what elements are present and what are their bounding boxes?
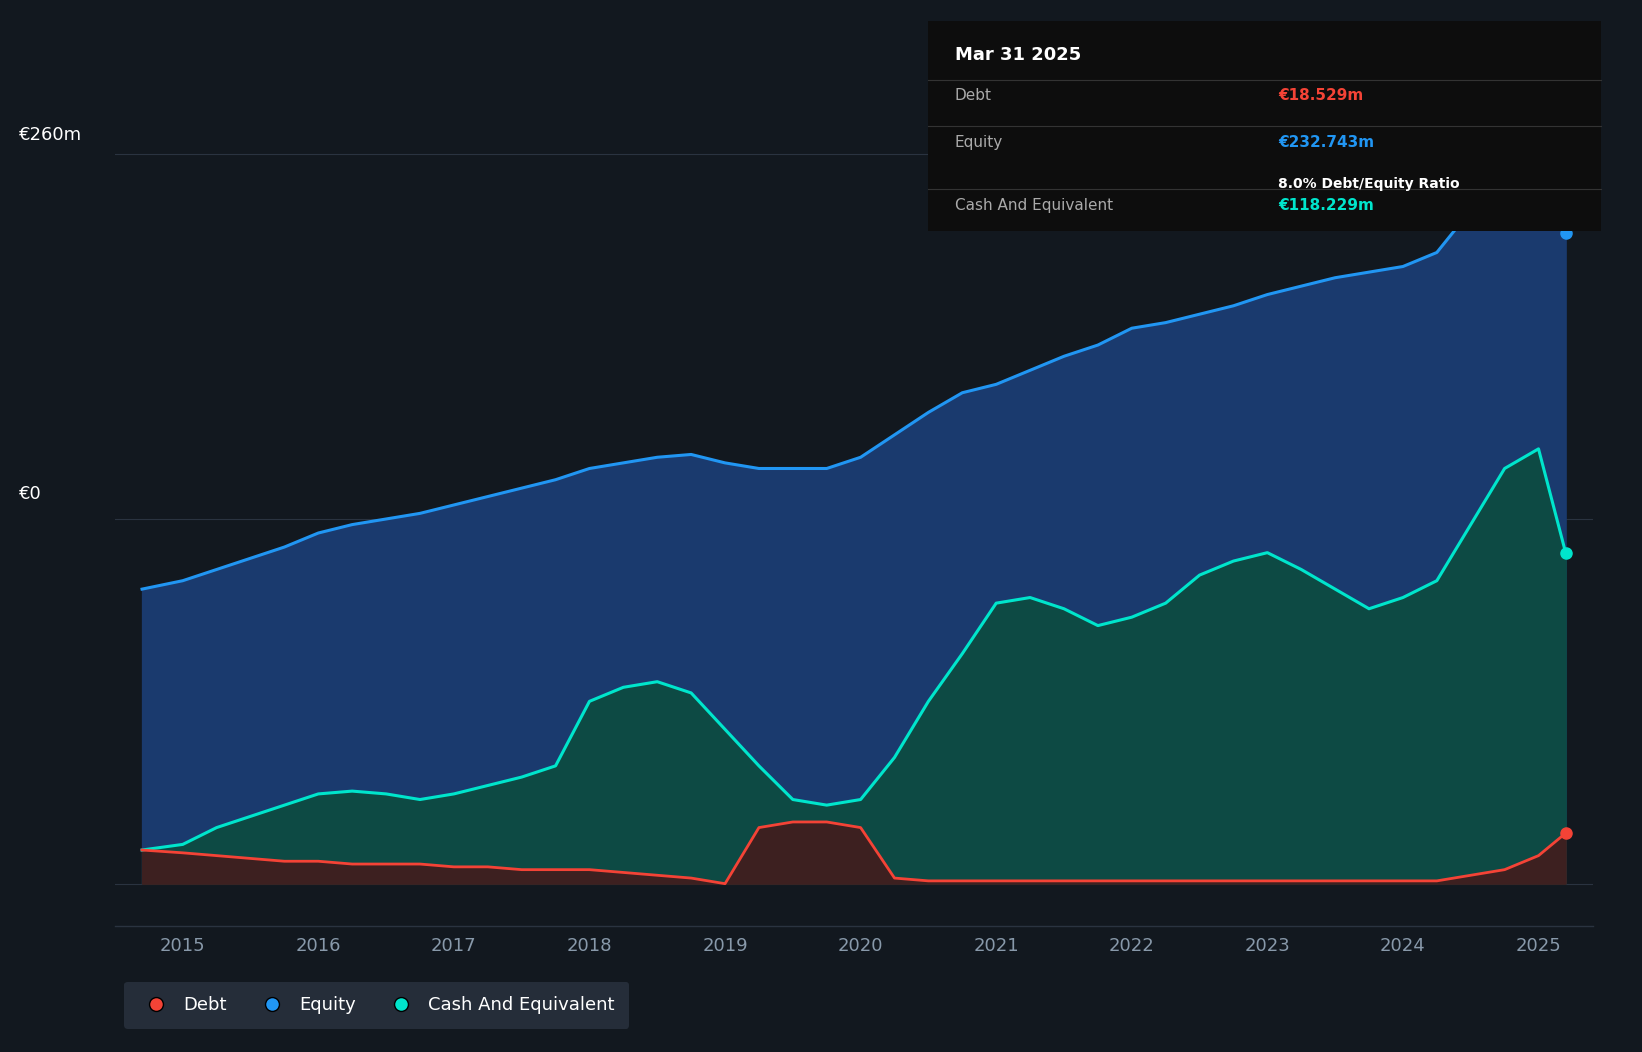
Text: €260m: €260m	[20, 126, 82, 144]
Text: Equity: Equity	[954, 135, 1003, 149]
Text: Cash And Equivalent: Cash And Equivalent	[954, 198, 1113, 213]
Text: 8.0% Debt/Equity Ratio: 8.0% Debt/Equity Ratio	[1277, 177, 1460, 190]
Text: €0: €0	[20, 485, 41, 503]
Text: €232.743m: €232.743m	[1277, 135, 1374, 149]
Text: Debt: Debt	[954, 88, 992, 103]
Legend: Debt, Equity, Cash And Equivalent: Debt, Equity, Cash And Equivalent	[123, 982, 629, 1029]
Text: €18.529m: €18.529m	[1277, 88, 1363, 103]
Text: Mar 31 2025: Mar 31 2025	[954, 46, 1080, 64]
Text: €118.229m: €118.229m	[1277, 198, 1374, 213]
